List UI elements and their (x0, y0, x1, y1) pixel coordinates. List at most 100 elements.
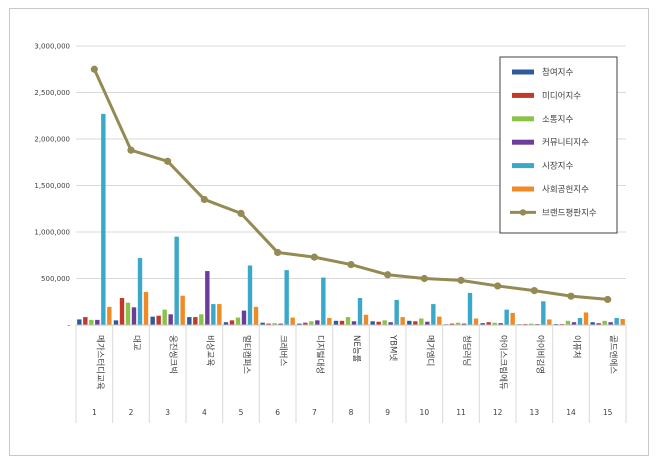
x-index-label: 3 (165, 408, 170, 417)
bar (199, 314, 204, 325)
bar (107, 306, 112, 325)
trend-point (310, 253, 318, 261)
bar (608, 322, 613, 325)
bar (137, 258, 143, 325)
bar (278, 323, 283, 325)
bar (229, 320, 235, 325)
trend-point (90, 65, 98, 73)
trend-point (530, 286, 538, 295)
trend-point (567, 292, 575, 300)
bar (394, 299, 399, 325)
legend-swatch (512, 139, 534, 145)
legend-swatch (512, 116, 534, 122)
legend-box (499, 56, 618, 234)
x-category-label: 비상교육 (204, 335, 215, 366)
bar (400, 317, 405, 325)
bar (247, 265, 253, 325)
bar (101, 113, 106, 325)
legend-swatch (512, 69, 534, 75)
bar (596, 323, 601, 325)
x-category-label: 이퓨처 (571, 335, 582, 358)
legend-swatch-marker (519, 209, 527, 216)
bar (223, 322, 229, 325)
legend-label: 미디어지수 (542, 90, 581, 101)
bar (345, 317, 351, 325)
x-index-label: 9 (385, 408, 390, 417)
gridlines (76, 45, 626, 326)
trend-point (494, 282, 502, 290)
bar (480, 323, 485, 325)
trend-point (384, 271, 392, 279)
x-axis: 메가스터디교육 1 대교 2 웅진씽크빅 3 비상교육 4 멀티캠퍼스 5 크레버스 6 디지털대성 7 N… (75, 324, 627, 423)
bar (156, 315, 161, 325)
x-index-label: 2 (129, 408, 134, 417)
x-category-label: NE능률 (351, 335, 361, 363)
x-index-label: 14 (566, 408, 576, 417)
x-category-label: 아이비김영 (534, 335, 545, 374)
bar (413, 321, 418, 325)
legend-label: 소통지수 (542, 115, 573, 125)
bar (119, 298, 125, 325)
bar (205, 271, 210, 325)
x-index-label: 5 (239, 408, 244, 417)
bar (547, 319, 552, 325)
trend-point (127, 146, 135, 154)
bar (180, 295, 185, 325)
x-index-label: 8 (349, 408, 354, 417)
bar (241, 310, 247, 325)
bar (131, 307, 137, 325)
bar (235, 317, 241, 325)
bar (113, 320, 119, 325)
x-category-label: 아이스크림에듀 (498, 335, 509, 390)
bar (290, 317, 295, 325)
bar (95, 319, 100, 325)
bar (351, 321, 357, 325)
y-tick-label: 1,500,000 (34, 182, 70, 190)
bar (327, 318, 332, 325)
trend-point (274, 248, 282, 257)
bar (388, 322, 393, 325)
bar (541, 301, 546, 325)
x-category-label: 웅진씽크빅 (168, 335, 179, 374)
bar (211, 304, 216, 325)
bar (89, 319, 94, 325)
legend-label: 시장지수 (542, 161, 573, 172)
bar (590, 322, 595, 325)
bar (303, 322, 308, 325)
bar (449, 323, 455, 325)
legend-swatch (512, 163, 534, 169)
y-tick-label: 2,500,000 (34, 89, 70, 97)
bar (620, 318, 625, 325)
bar (253, 306, 259, 325)
bar (321, 277, 326, 325)
bar (143, 291, 149, 325)
bar (382, 320, 387, 325)
trend-point (604, 295, 612, 304)
x-category-label: 메가엠디 (424, 335, 435, 366)
bar (77, 319, 82, 325)
bar (83, 317, 88, 325)
trend-point (347, 260, 355, 269)
bar (125, 302, 131, 325)
bar (431, 304, 436, 325)
bar (357, 298, 363, 325)
x-category-label: 멀티캠퍼스 (241, 335, 252, 374)
y-tick-label: 1,000,000 (34, 229, 70, 237)
bar (333, 320, 339, 325)
x-index-label: 15 (603, 408, 613, 417)
x-category-label: 크레버스 (278, 335, 289, 366)
x-category-label: YBM넷 (388, 334, 398, 361)
y-axis-ticks: - 500,000 1,000,000 1,500,000 2,000,000 2,500… (34, 43, 70, 330)
bar (370, 321, 375, 325)
bar (486, 322, 491, 325)
x-index-label: 10 (420, 408, 430, 417)
x-category-label: 디지털대성 (314, 335, 325, 374)
bar (461, 323, 467, 325)
legend-label: 사회공헌지수 (542, 185, 589, 195)
bar (407, 320, 412, 325)
x-index-label: 11 (456, 408, 466, 417)
y-tick-label: 3,000,000 (34, 43, 70, 51)
bar (284, 270, 289, 325)
x-category-label: 골드앤에스 (608, 335, 619, 374)
